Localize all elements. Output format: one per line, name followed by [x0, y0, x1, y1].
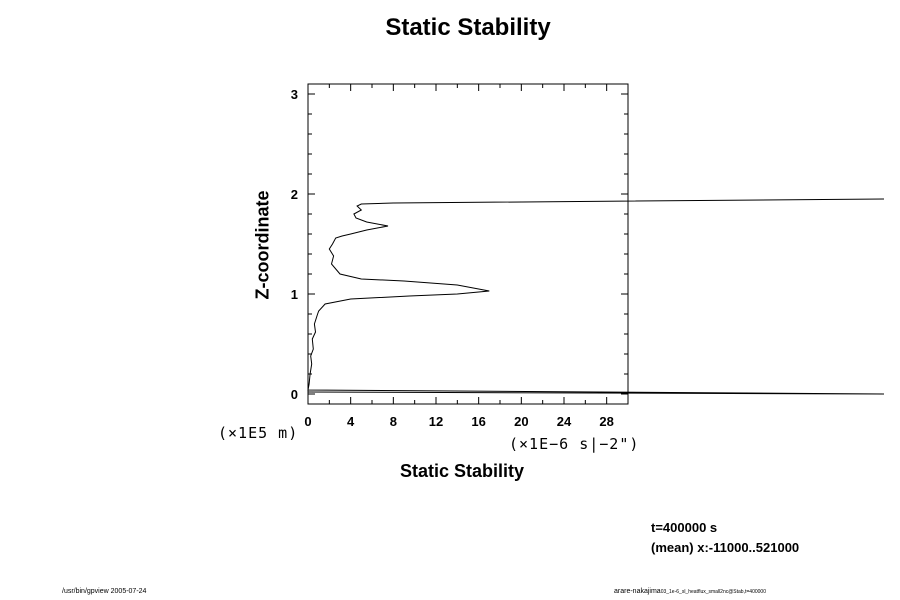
x-tick-label: 20 [514, 414, 528, 429]
mean-range-info: (mean) x:-11000..521000 [651, 540, 800, 555]
y-tick-label: 0 [291, 387, 298, 402]
tick-marks [307, 84, 629, 404]
x-tick-label: 0 [304, 414, 311, 429]
y-tick-label: 2 [291, 187, 298, 202]
x-tick-label: 8 [390, 414, 397, 429]
x-axis-label: Static Stability [400, 461, 525, 481]
y-tick-label: 1 [291, 287, 298, 302]
x-axis-unit: (×1E−6 s|−2") [509, 435, 640, 453]
y-tick-label: 3 [291, 87, 298, 102]
footer-left: /usr/bin/gpview 2005-07-24 [62, 588, 147, 595]
y-tick-labels: 0 1 2 3 [291, 87, 298, 402]
footer-author: arare-nakajima [614, 588, 661, 595]
footer-right: arare-nakajima03_1e-6_sl_heatflux_small2… [614, 588, 766, 595]
x-tick-label: 28 [599, 414, 613, 429]
series-group [307, 198, 885, 395]
series-line-0 [307, 198, 885, 395]
plot-axes [307, 83, 629, 405]
y-axis-unit: (×1E5 m) [218, 424, 299, 442]
time-info: t=400000 s [651, 520, 718, 535]
footer-source: 03_1e-6_sl_heatflux_small2nc@Stab,t=4000… [660, 589, 766, 595]
plot-frame [307, 83, 629, 405]
x-tick-label: 16 [471, 414, 485, 429]
x-tick-label: 12 [429, 414, 443, 429]
chart-title: Static Stability [385, 14, 551, 41]
x-tick-label: 4 [347, 414, 355, 429]
x-tick-labels: 0 4 8 12 16 20 24 28 [304, 414, 614, 429]
x-tick-label: 24 [557, 414, 572, 429]
y-axis-label: Z-coordinate [252, 190, 273, 300]
